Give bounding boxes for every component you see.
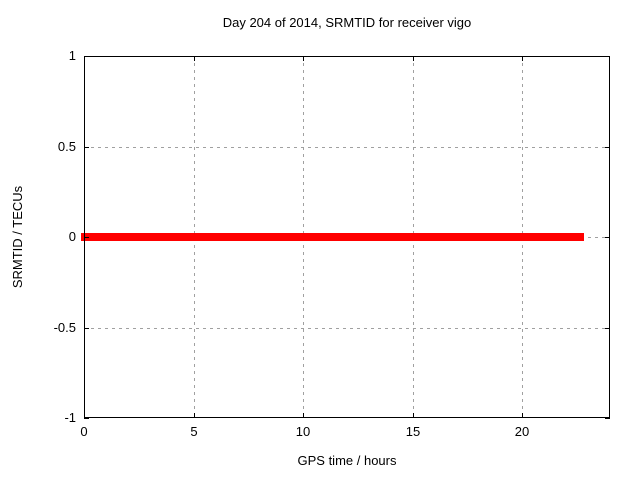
x-tick-label: 0 [80,424,88,439]
y-tick-mark-right [605,147,610,148]
series-line-srmtid [81,233,584,241]
y-tick-mark-right [605,237,610,238]
x-tick-mark-bottom [303,413,304,418]
y-tick-mark-left [84,418,89,419]
y-tick-label: 0 [68,229,76,244]
grid-line-horizontal [84,328,610,329]
x-tick-mark-bottom [522,413,523,418]
y-tick-mark-left [84,56,89,57]
x-axis-label: GPS time / hours [297,453,397,468]
x-tick-mark-top [194,56,195,61]
y-tick-label: 1 [68,48,76,63]
x-tick-label: 10 [295,424,311,439]
x-tick-mark-top [522,56,523,61]
grid-line-horizontal [84,147,610,148]
y-tick-mark-right [605,328,610,329]
y-tick-label: -1 [64,410,76,425]
x-tick-mark-bottom [413,413,414,418]
chart-title: Day 204 of 2014, SRMTID for receiver vig… [222,15,472,30]
x-tick-label: 20 [514,424,530,439]
y-tick-mark-right [605,418,610,419]
y-tick-mark-left [84,147,89,148]
y-tick-label: 0.5 [57,139,76,154]
y-tick-mark-left [84,328,89,329]
y-tick-mark-right [605,56,610,57]
x-tick-mark-top [413,56,414,61]
y-tick-label: -0.5 [53,320,76,335]
x-tick-label: 15 [405,424,421,439]
x-tick-mark-bottom [194,413,195,418]
x-tick-mark-top [303,56,304,61]
x-tick-label: 5 [190,424,198,439]
y-tick-mark-left [84,237,89,238]
